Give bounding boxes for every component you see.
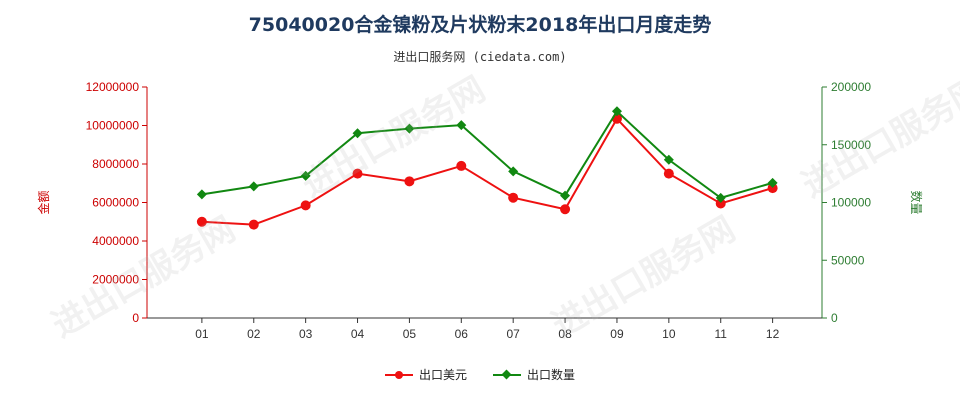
y-right-tick-label: 0 [831,311,838,325]
legend-label-series-0: 出口美元 [418,368,467,382]
series-0-point-11 [767,183,778,194]
y-left-axis-label: 金额 [36,190,51,214]
series-0-point-10 [715,198,726,209]
series-1-point-2 [300,170,311,181]
series-line-0 [201,117,773,226]
series-0-point-0 [196,216,207,227]
y-right-tick-label: 50000 [831,253,865,267]
y-right-tick-label: 200000 [831,80,871,94]
y-right-tick-label: 150000 [831,138,871,152]
legend-swatch-series-1 [493,369,521,380]
y-left-tick-label: 8000000 [92,157,139,171]
series-1-point-11 [767,177,778,188]
series-1-point-6 [508,166,519,177]
series-1-point-5 [456,120,467,131]
legend-label-series-1: 出口数量 [527,368,576,382]
x-tick-label: 12 [766,327,780,341]
x-tick-label: 02 [247,327,261,341]
x-tick-label: 10 [662,327,676,341]
series-1-point-4 [404,123,415,134]
chart-legend: 出口美元 出口数量 [0,366,960,383]
series-0-point-6 [508,192,519,203]
series-0-point-9 [663,168,674,179]
series-1-point-10 [715,192,726,203]
y-left-tick-label: 0 [132,311,139,325]
series-1-point-0 [196,189,207,200]
legend-item-series-0[interactable]: 出口美元 [384,366,467,383]
series-1-point-1 [248,181,259,192]
x-tick-label: 11 [714,327,727,341]
x-tick-label: 06 [455,327,469,341]
series-1-point-7 [560,190,571,201]
legend-swatch-series-0 [384,370,413,380]
y-left-tick-label: 2000000 [92,273,139,287]
series-0-point-4 [404,176,415,187]
series-0-point-2 [300,200,311,211]
x-tick-label: 01 [195,327,209,341]
y-right-axis-label: 数量 [909,190,924,214]
y-left-tick-label: 10000000 [86,119,140,133]
y-left-tick-label: 6000000 [92,196,139,210]
y-left-tick-label: 12000000 [86,80,140,94]
y-left-tick-label: 4000000 [92,234,139,248]
series-0-point-1 [248,219,259,230]
series-0-point-3 [352,168,363,179]
x-tick-label: 05 [403,327,417,341]
chart-subtitle: 进出口服务网 (ciedata.com) [393,50,567,64]
x-tick-label: 07 [507,327,521,341]
y-right-tick-label: 100000 [831,196,871,210]
series-1-point-3 [352,128,363,139]
legend-item-series-1[interactable]: 出口数量 [493,366,575,383]
series-0-point-5 [456,160,467,171]
x-tick-label: 08 [558,327,572,341]
x-tick-label: 04 [351,327,365,341]
series-0-point-7 [560,204,571,215]
x-tick-label: 03 [299,327,313,341]
x-tick-label: 09 [610,327,624,341]
series-line-1 [201,109,773,199]
chart-title: 75040020合金镍粉及片状粉末2018年出口月度走势 [248,14,712,36]
series-1-point-9 [663,154,674,165]
series-1-point-8 [611,106,622,117]
